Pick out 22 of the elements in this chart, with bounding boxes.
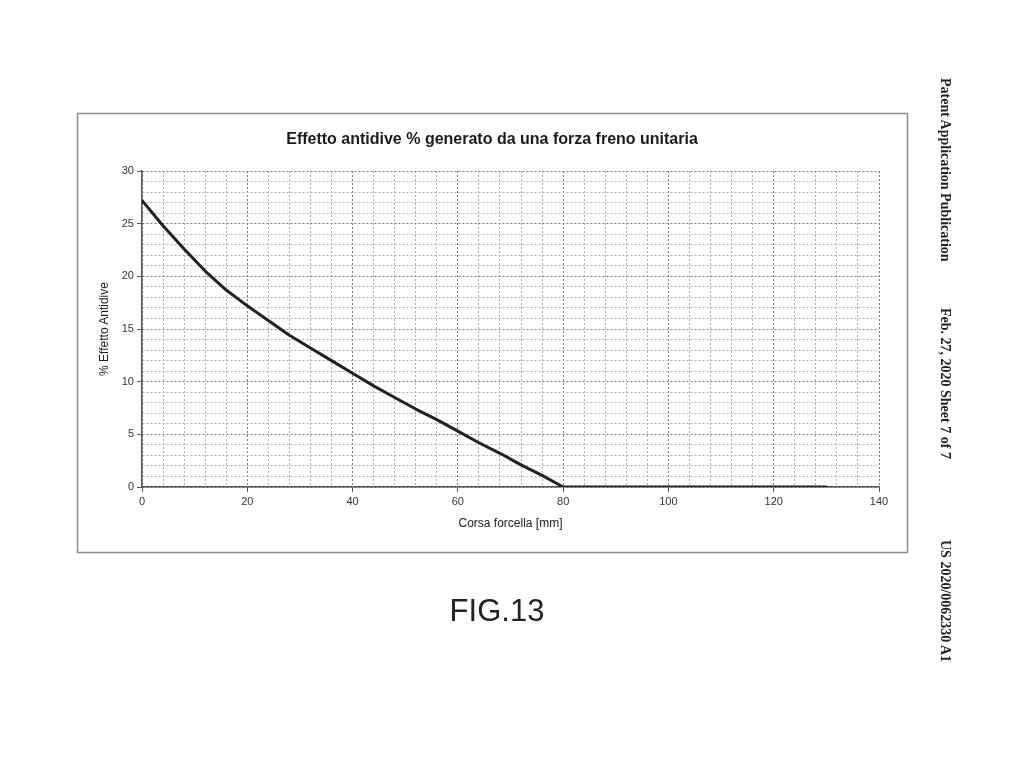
y-axis-title: % Effetto Antidive bbox=[96, 281, 111, 376]
y-tick-label: 20 bbox=[121, 269, 134, 282]
x-tick-label: 0 bbox=[138, 494, 146, 507]
text: US 2020/0062330 A1 bbox=[938, 540, 953, 663]
caption: FIG.13 bbox=[449, 593, 545, 628]
x-axis-title: Corsa forcella [mm] bbox=[458, 516, 563, 531]
x-tick-label: 60 bbox=[451, 494, 464, 507]
x-tick-label: 120 bbox=[764, 494, 783, 507]
x-tick-label: 100 bbox=[659, 494, 678, 507]
x-tick-label: 20 bbox=[241, 494, 254, 507]
x-tick-label: 80 bbox=[557, 494, 570, 507]
y-tick-label: 15 bbox=[121, 322, 134, 335]
y-tick-label: 10 bbox=[121, 374, 134, 387]
x-tick-label: 40 bbox=[346, 494, 359, 507]
text: Patent Application Publication bbox=[938, 78, 953, 262]
text: Feb. 27, 2020 Sheet 7 of 7 bbox=[938, 308, 953, 459]
y-tick-label: 0 bbox=[127, 480, 134, 493]
y-tick-label: 30 bbox=[121, 164, 134, 177]
y-tick-label: 25 bbox=[121, 216, 134, 229]
y-tick-label: 5 bbox=[127, 427, 134, 440]
x-tick-label: 140 bbox=[869, 494, 889, 507]
chart-title: Effetto antidive % generato da una forza freno unitaria bbox=[286, 130, 698, 148]
